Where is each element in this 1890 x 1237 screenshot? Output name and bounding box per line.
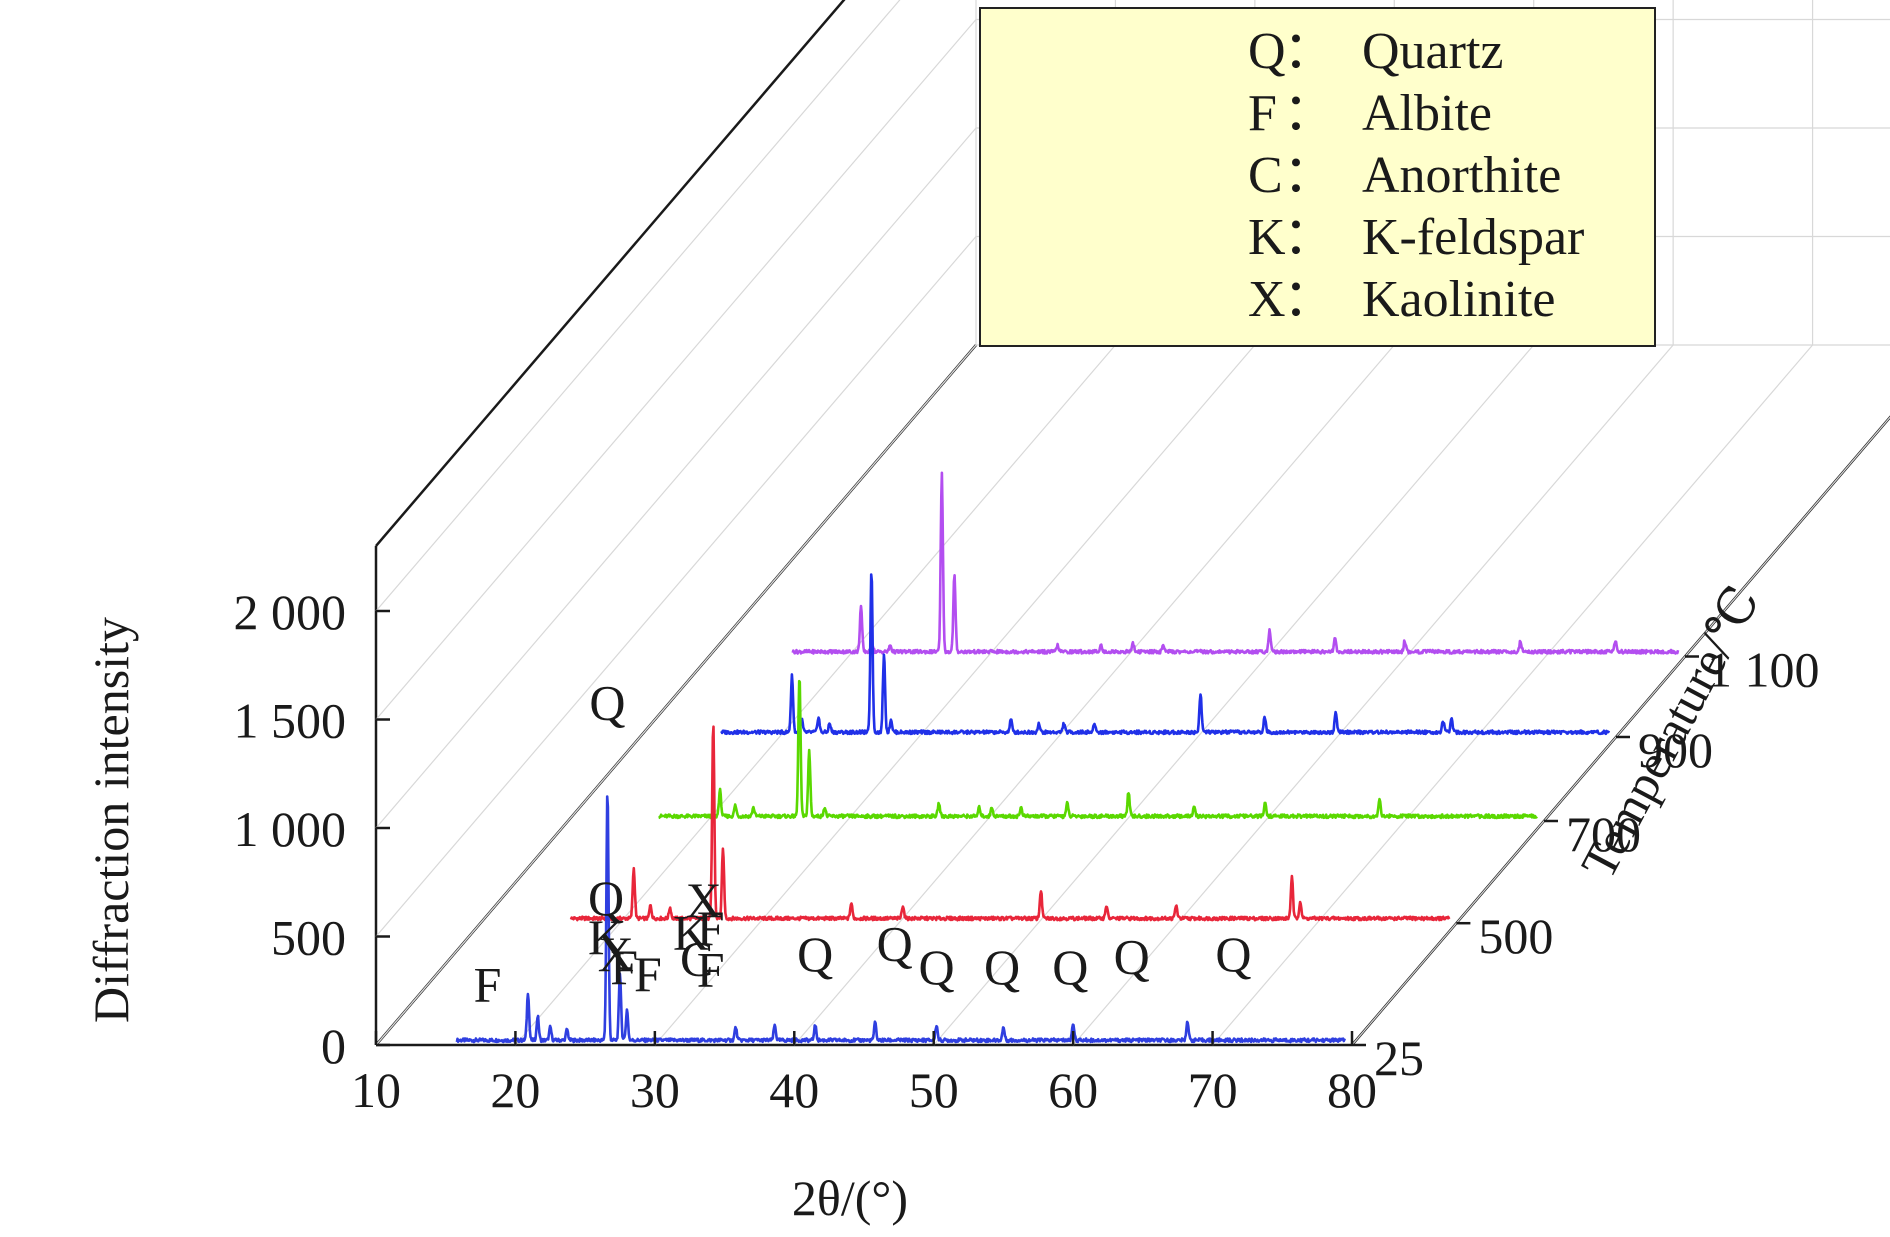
x-tick-label: 30 [630, 1062, 680, 1118]
legend-entry: C： Anorthite [1248, 147, 1561, 204]
y-axis-title: Diffraction intensity [83, 617, 139, 1023]
grid-line-floor [1351, 416, 1890, 1046]
legend-separator: ： [1283, 23, 1335, 80]
series-line-900 [720, 573, 1611, 736]
legend-box [979, 7, 1656, 347]
grid-line-floor [1212, 344, 1814, 1046]
y-tick-label: 1 500 [234, 693, 347, 749]
legend-name: Albite [1362, 85, 1492, 142]
peak-label: Q [588, 870, 624, 926]
legend-name: Quartz [1362, 23, 1503, 80]
legend-separator: ： [1283, 147, 1335, 204]
grid-line-floor [514, 344, 1116, 1046]
x-tick-label: 60 [1048, 1062, 1098, 1118]
grid-line-wall [375, 344, 977, 1046]
z-tick-label: 25 [1374, 1030, 1424, 1086]
x-tick-label: 50 [909, 1062, 959, 1118]
series-line-700 [657, 679, 1538, 820]
x-tick-label: 10 [351, 1062, 401, 1118]
legend-separator: ： [1283, 271, 1335, 328]
grid-line-wall [375, 19, 977, 720]
legend-symbol: K [1248, 209, 1286, 266]
series-group [455, 471, 1680, 1044]
grid-line-floor [1072, 344, 1674, 1046]
legend-entry: F： Albite [1248, 85, 1492, 142]
peak-label: Q [589, 675, 625, 731]
legend-symbol: Q [1248, 23, 1286, 80]
grid-line-floor [793, 344, 1395, 1046]
x-tick-label: 80 [1327, 1062, 1377, 1118]
y-tick-label: 1 000 [234, 801, 347, 857]
series-line-1100 [791, 471, 1680, 655]
peak-label: C [680, 931, 713, 987]
grid-line-floor [654, 344, 1256, 1046]
peak-label: Q [918, 939, 954, 995]
series-line-500 [569, 725, 1451, 922]
x-axis-title: 2θ/(°) [792, 1170, 908, 1226]
legend-name: K-feldspar [1362, 209, 1584, 266]
peak-label: F [610, 939, 638, 995]
grid-line-wall [375, 0, 901, 612]
x-tick-label: 20 [490, 1062, 540, 1118]
grid-line-wall [375, 236, 977, 937]
legend-entry: Q： Quartz [1248, 23, 1503, 80]
peak-label: X [686, 872, 722, 928]
z-axis-title: Temperature/℃ [1570, 577, 1770, 887]
z-tick-label: 900 [1638, 722, 1713, 778]
peak-label: Q [984, 939, 1020, 995]
legend-name: Kaolinite [1362, 271, 1556, 328]
z-tick-label: 700 [1566, 806, 1641, 862]
legend-name: Anorthite [1362, 147, 1561, 204]
grid-line-wall [375, 127, 977, 829]
legend-entry: K： K-feldspar [1248, 209, 1584, 266]
peak-label: F [697, 900, 725, 956]
peak-label: Q [1215, 926, 1251, 982]
legend-symbol: F [1248, 85, 1277, 142]
peak-label: Q [797, 926, 833, 982]
peak-label: F [697, 941, 725, 997]
series-line-25 [455, 795, 1347, 1044]
legend-symbol: X [1248, 271, 1286, 328]
peak-label: K [673, 905, 709, 961]
y-tick-label: 2 000 [234, 584, 347, 640]
ticks-group: 10 20 30 40 50 60 70 80 0 500 1 000 1 500 2 000 25 500… [234, 584, 1820, 1118]
peak-label: F [474, 957, 502, 1013]
grid-line-floor [933, 344, 1535, 1046]
legend-entry: X： Kaolinite [1248, 271, 1556, 328]
legend-separator: ： [1283, 209, 1335, 266]
peak-label: K [588, 909, 624, 965]
peak-label: X [598, 926, 634, 982]
peak-label: Q [1052, 939, 1088, 995]
legend-separator: ： [1283, 85, 1335, 142]
peak-label: Q [1114, 928, 1150, 984]
peak-label: Q [877, 915, 913, 971]
x-tick-label: 40 [769, 1062, 819, 1118]
x-tick-label: 70 [1188, 1062, 1238, 1118]
legend-symbol: C [1248, 147, 1283, 204]
z-tick-label: 1 100 [1707, 642, 1820, 698]
peak-label: F [634, 946, 662, 1002]
z-tick-label: 500 [1478, 908, 1553, 964]
y-tick-label: 0 [321, 1018, 346, 1074]
axis-line [375, 0, 846, 547]
y-tick-label: 500 [271, 910, 346, 966]
